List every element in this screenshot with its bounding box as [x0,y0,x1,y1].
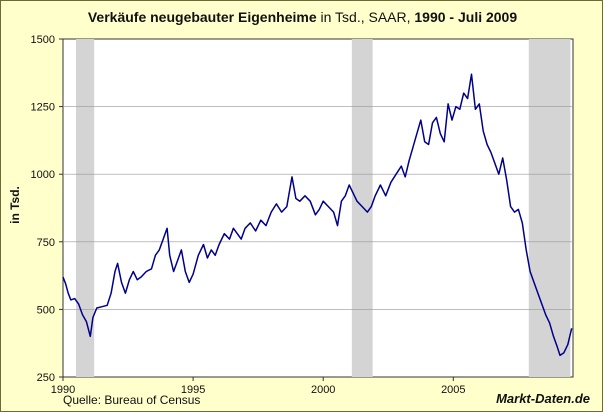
x-tick-label-2000: 2000 [311,384,335,396]
recession-band-1 [351,39,373,377]
y-tick-label-1500: 1500 [31,34,55,46]
plot-area [62,38,574,378]
x-tick-label-1990: 1990 [51,384,75,396]
y-axis-label: in Tsd. [8,186,22,224]
source-note: Quelle: Bureau of Census [63,393,201,407]
y-tick-label-1250: 1250 [31,102,55,114]
x-tick-label-1995: 1995 [181,384,205,396]
y-tick-label-1000: 1000 [31,169,55,181]
title-part-range: 1990 - Juli 2009 [414,9,518,25]
brand-label: Markt-Daten.de [496,391,590,406]
chart-title: Verkäufe neugebauter Eigenheime in Tsd.,… [1,9,603,25]
title-part-units: in Tsd., SAAR, [316,9,415,25]
title-part-main: Verkäufe neugebauter Eigenheime [87,9,317,25]
recession-band-2 [528,39,571,377]
y-tick-label-500: 500 [37,304,55,316]
series-line-0 [62,73,573,357]
y-tick-label-250: 250 [37,372,55,384]
recession-band-0 [76,39,95,377]
x-tick-label-2005: 2005 [441,384,465,396]
y-tick-label-750: 750 [37,237,55,249]
